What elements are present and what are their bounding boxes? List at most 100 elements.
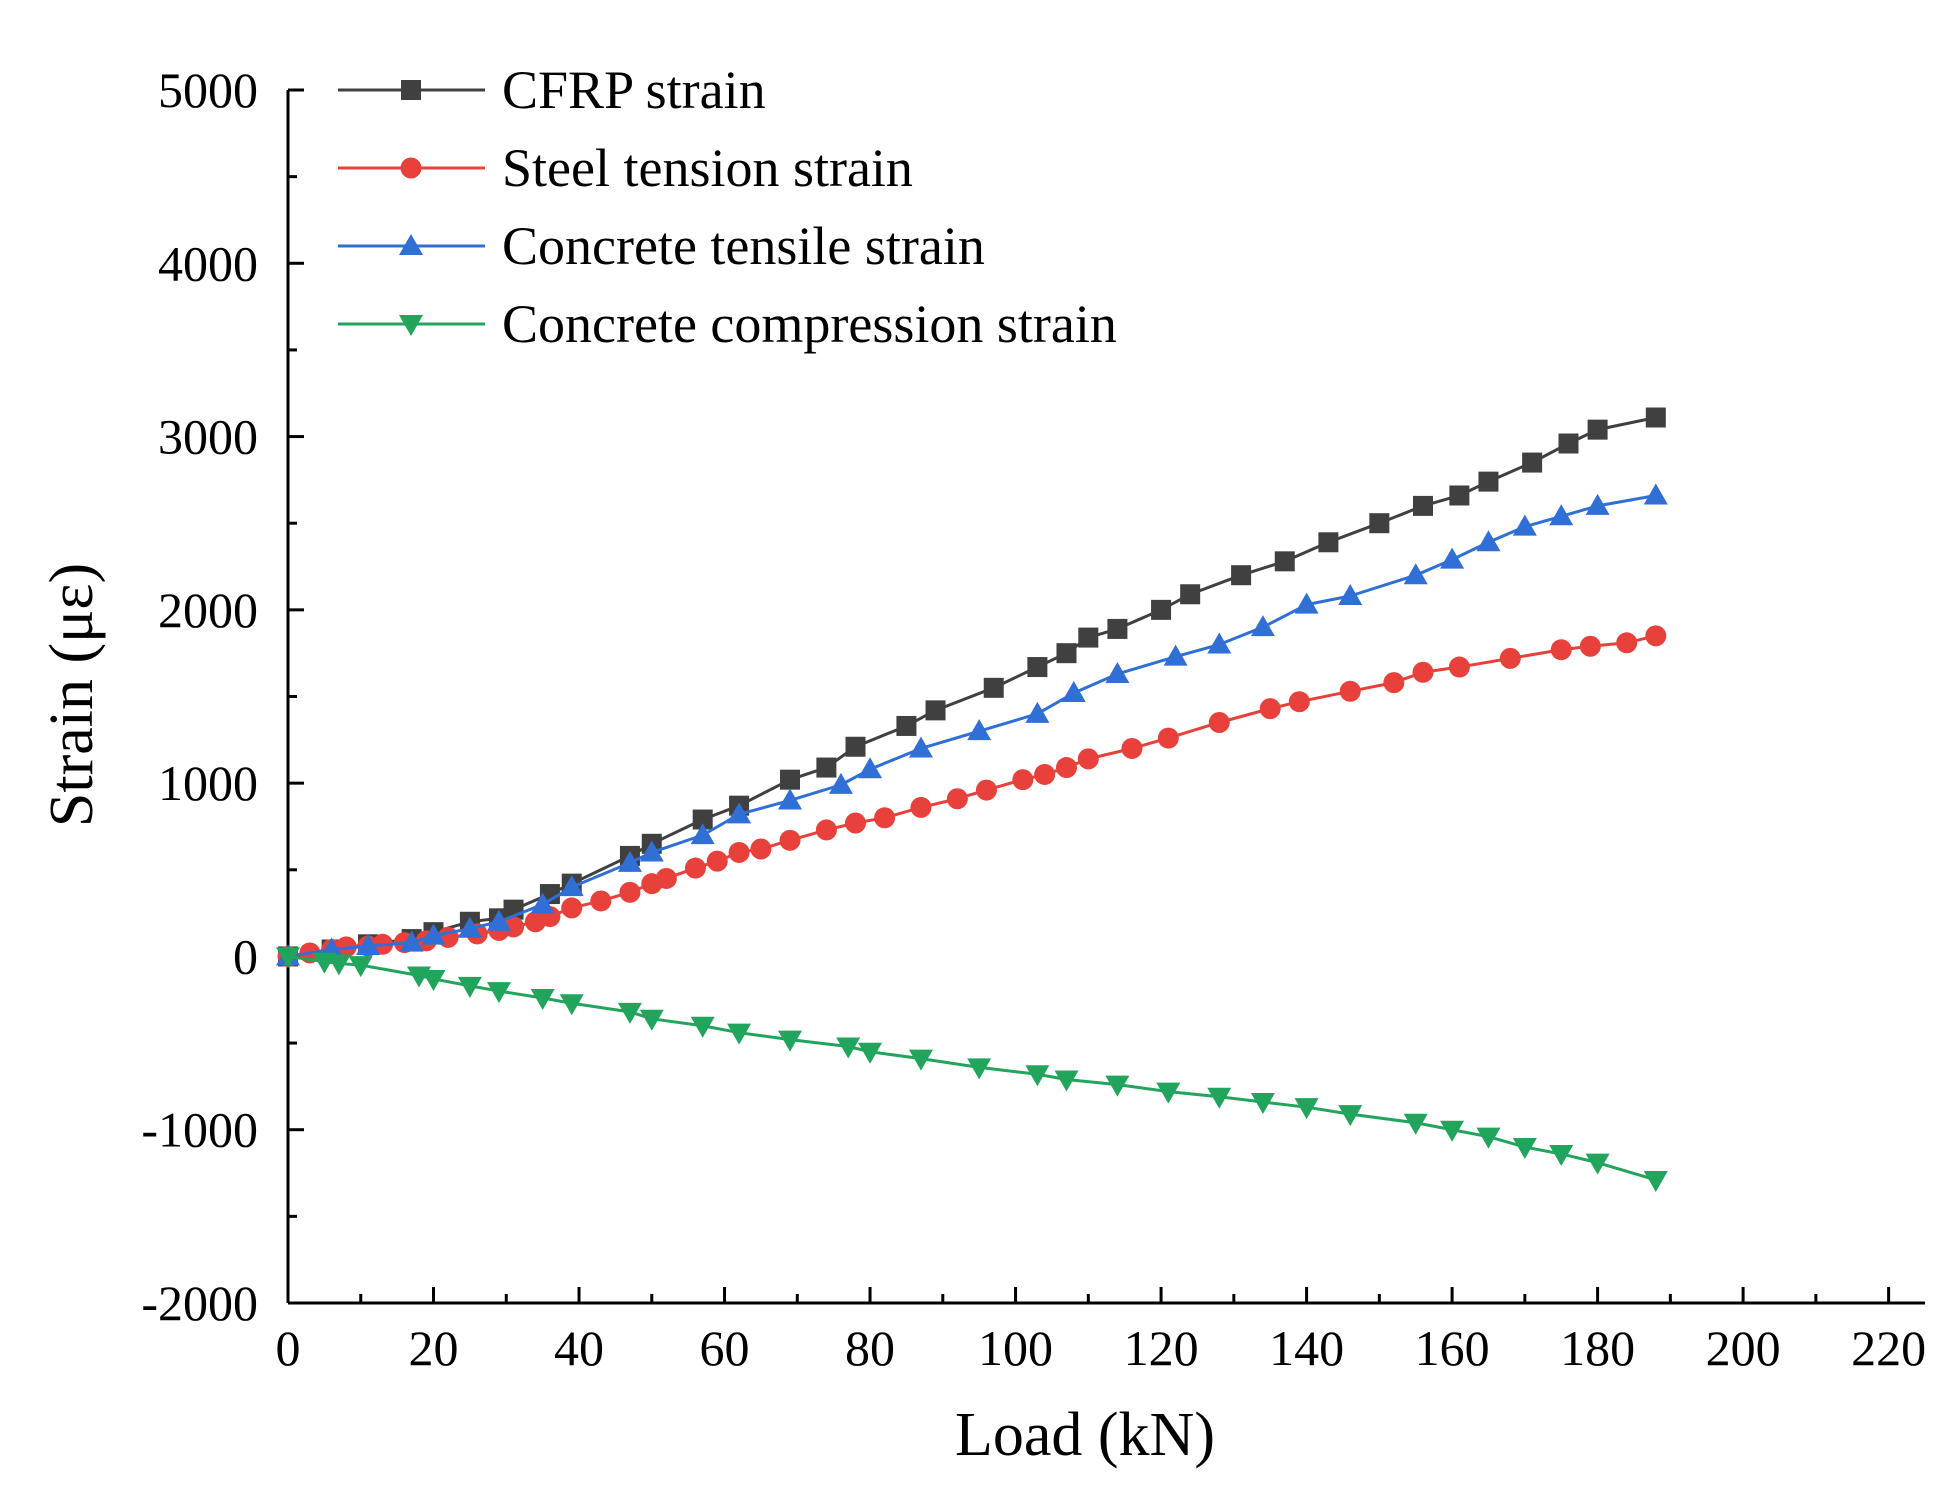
data-point [1034,763,1056,785]
data-point [975,779,997,801]
data-point [559,875,584,897]
data-point [1403,1113,1428,1135]
x-tick-label: 0 [276,1320,301,1376]
data-point [617,850,642,872]
data-point [639,1009,664,1031]
y-tick-label: -1000 [141,1102,258,1158]
data-point [1027,657,1048,678]
data-point [1294,592,1319,614]
data-point [983,677,1004,698]
y-tick-label: 0 [233,928,258,984]
x-tick-label: 20 [409,1320,459,1376]
data-point [1643,483,1668,505]
data-point [1207,632,1232,654]
data-point [530,989,555,1011]
series-line [287,954,1657,1182]
x-tick-label: 180 [1560,1320,1635,1376]
axis-tick-labels: 0 20 40 60 80 100 120 140 160 180 200 220 -2000 -1000… [141,62,1926,1376]
data-point [908,736,933,758]
data-point [858,757,883,779]
x-tick-label: 40 [554,1320,604,1376]
data-point [559,994,584,1016]
data-point [1585,1153,1610,1175]
data-point [1339,680,1361,702]
data-point [1558,433,1579,454]
data-point [1587,419,1608,440]
axis-ticks [286,88,1891,1305]
data-point [750,838,772,860]
legend-item: Concrete tensile strain [338,216,985,276]
data-point [1294,1098,1319,1120]
data-point [1338,1105,1363,1127]
data-point [1476,1127,1501,1149]
x-tick-label: 200 [1706,1320,1781,1376]
x-tick-label: 60 [700,1320,750,1376]
legend-label: Concrete tensile strain [502,216,985,276]
data-point [1055,757,1077,779]
x-axis-title: Load (kN) [955,1401,1215,1469]
series-triangle-down [276,947,1668,1192]
data-point [778,1030,803,1052]
data-point [639,840,664,862]
data-point [590,890,612,912]
data-point [727,802,752,824]
legend-marker [401,80,421,100]
data-point [1163,644,1188,666]
data-point [1105,661,1130,683]
data-point [910,796,932,818]
data-point [1208,711,1230,733]
data-point [690,1016,715,1038]
data-point [1157,727,1179,749]
x-tick-label: 100 [978,1320,1053,1376]
data-point [1643,1170,1668,1192]
data-point [356,934,381,956]
data-point [1512,1138,1537,1160]
data-point [780,769,801,790]
y-tick-label: 1000 [158,755,258,811]
data-point [1105,1075,1130,1097]
data-point [692,809,713,830]
y-tick-label: 4000 [158,235,258,291]
data-point [486,982,511,1004]
data-point [779,829,801,851]
data-point [399,930,424,952]
data-point [1585,493,1610,515]
data-point [1054,1070,1079,1092]
y-tick-label: 5000 [158,62,258,118]
legend-item: Steel tension strain [338,138,913,198]
data-point [896,715,917,736]
data-point [706,850,728,872]
data-point [486,909,511,931]
data-point [1645,625,1667,647]
data-point [1231,565,1252,586]
data-point [858,1042,883,1064]
data-point [617,1002,642,1024]
data-point [1549,504,1574,526]
legend: CFRP strain Steel tension strain Concrete … [338,60,1117,354]
data-point [1338,583,1363,605]
legend-item: CFRP strain [338,60,766,120]
legend-label: CFRP strain [502,60,766,120]
data-point [1383,672,1405,694]
data-point [619,881,641,903]
data-point [1250,615,1275,637]
legend-marker [399,315,423,336]
data-point [1579,635,1601,657]
data-point [1180,584,1201,605]
y-tick-label: 3000 [158,409,258,465]
y-tick-label: 2000 [158,582,258,638]
data-point [1012,769,1034,791]
data-point [421,969,446,991]
data-point [1369,513,1390,534]
data-point [1412,495,1433,516]
data-point [1550,639,1572,661]
data-point [1645,407,1666,428]
x-tick-label: 140 [1269,1320,1344,1376]
data-point [421,923,446,945]
legend-label: Steel tension strain [502,138,913,198]
data-point [561,897,583,919]
data-point [457,916,482,938]
data-point [1121,737,1143,759]
data-point [874,807,896,829]
